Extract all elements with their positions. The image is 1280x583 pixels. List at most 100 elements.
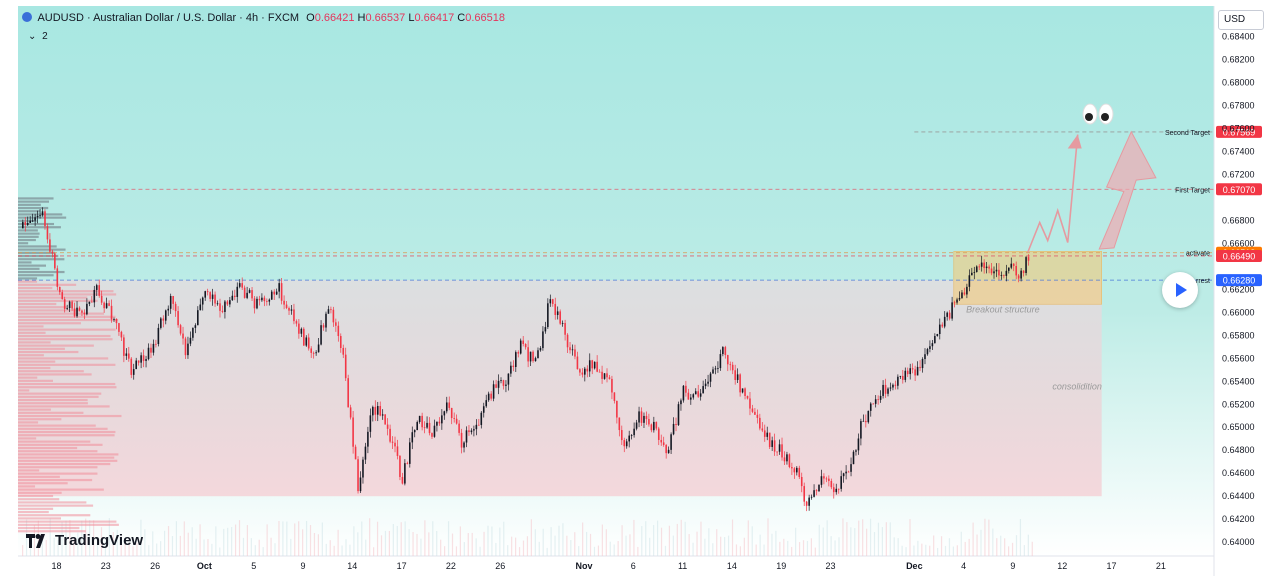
volume-bar	[680, 519, 682, 556]
volume-profile-bar	[18, 421, 39, 424]
volume-bar	[976, 534, 978, 556]
candle-body	[1003, 275, 1005, 276]
volume-bar	[1027, 534, 1029, 556]
candle-body	[418, 415, 421, 423]
candle-body	[458, 423, 460, 433]
volume-bar	[432, 521, 434, 556]
candle-body	[697, 391, 700, 397]
volume-profile-bar	[18, 315, 116, 318]
volume-bar	[842, 518, 844, 556]
candle-body	[894, 384, 897, 386]
volume-bar	[507, 545, 509, 556]
volume-bar	[885, 522, 887, 556]
volume-bar	[420, 538, 422, 556]
volume-profile-bar	[18, 328, 116, 331]
candle-body	[532, 351, 534, 362]
candle-body	[828, 478, 830, 481]
candle-body	[694, 391, 697, 395]
volume-bar	[763, 544, 765, 556]
candle-body	[805, 501, 808, 506]
currency-button[interactable]: USD	[1218, 10, 1264, 30]
candle-body	[475, 424, 478, 430]
candle-body	[413, 430, 416, 433]
volume-bar	[980, 529, 982, 556]
candle-body	[618, 417, 621, 431]
candle-body	[788, 454, 791, 468]
volume-bar	[499, 527, 501, 556]
candle-body	[76, 307, 78, 317]
volume-bar	[211, 543, 213, 556]
volume-bar	[802, 540, 805, 556]
volume-bar	[85, 518, 87, 556]
candle-body	[638, 411, 640, 423]
volume-profile-bar	[18, 395, 99, 398]
volume-bar	[925, 544, 927, 556]
candle-body	[263, 297, 266, 302]
volume-bar	[61, 522, 63, 556]
candle-body	[591, 360, 594, 369]
volume-profile-bar	[18, 210, 41, 213]
candle-body	[315, 352, 317, 354]
candle-body	[938, 324, 941, 335]
candle-body	[675, 423, 677, 426]
volume-profile-bar	[18, 440, 91, 443]
volume-profile-bar	[18, 530, 86, 533]
candle-body	[317, 344, 320, 353]
candle-body	[722, 347, 724, 355]
candle-body	[98, 285, 101, 296]
time-tick-label: 9	[1010, 561, 1015, 571]
volume-bar	[455, 546, 458, 556]
candle-body	[529, 351, 532, 362]
volume-profile-bar	[18, 286, 53, 290]
volume-profile-bar	[18, 251, 56, 254]
volume-bar	[720, 536, 722, 556]
volume-profile-bar	[18, 267, 40, 270]
volume-bar	[684, 521, 686, 556]
volume-bar	[645, 521, 647, 556]
volume-bar	[515, 537, 517, 556]
candle-body	[603, 373, 606, 379]
candle-body	[761, 428, 764, 431]
candle-body	[707, 381, 709, 384]
candle-body	[29, 220, 31, 223]
volume-profile-bar	[18, 270, 65, 274]
level-name: First Target	[1175, 187, 1210, 194]
candle-body	[776, 451, 778, 453]
candle-body	[887, 388, 889, 394]
volume-profile-bar	[18, 299, 98, 302]
volume-bar	[29, 547, 32, 556]
candle-body	[569, 347, 571, 351]
candle-body	[556, 311, 559, 315]
volume-bar	[570, 540, 572, 556]
volume-bar	[100, 527, 103, 556]
candle-body	[379, 406, 382, 416]
volume-bar	[846, 522, 848, 556]
volume-bar	[92, 520, 95, 556]
volume-profile-bar	[18, 382, 116, 386]
tradingview-logo[interactable]: TradingView	[26, 532, 143, 549]
volume-bar	[731, 519, 734, 556]
volume-bar	[369, 518, 371, 556]
volume-bar	[814, 547, 816, 556]
play-button[interactable]	[1162, 272, 1198, 308]
candle-body	[791, 467, 793, 469]
price-tick-label: 0.64000	[1222, 537, 1255, 547]
volume-bar	[637, 546, 639, 556]
volume-bar	[1004, 538, 1006, 556]
time-tick-label: 21	[1156, 561, 1166, 571]
candle-body	[586, 368, 589, 372]
candle-body	[606, 373, 608, 378]
indicators-toggle[interactable]: ⌄ 2	[28, 31, 48, 42]
volume-bar	[511, 536, 513, 556]
time-tick-label: 26	[495, 561, 505, 571]
volume-bar	[1015, 535, 1018, 556]
candle-body	[411, 432, 414, 443]
candle-body	[941, 324, 944, 327]
candle-body	[132, 369, 135, 375]
volume-profile-bar	[18, 293, 117, 296]
volume-bar	[361, 521, 363, 556]
price-tick-label: 0.64400	[1222, 491, 1255, 501]
volume-bar	[495, 542, 497, 556]
candle-body	[749, 398, 751, 409]
